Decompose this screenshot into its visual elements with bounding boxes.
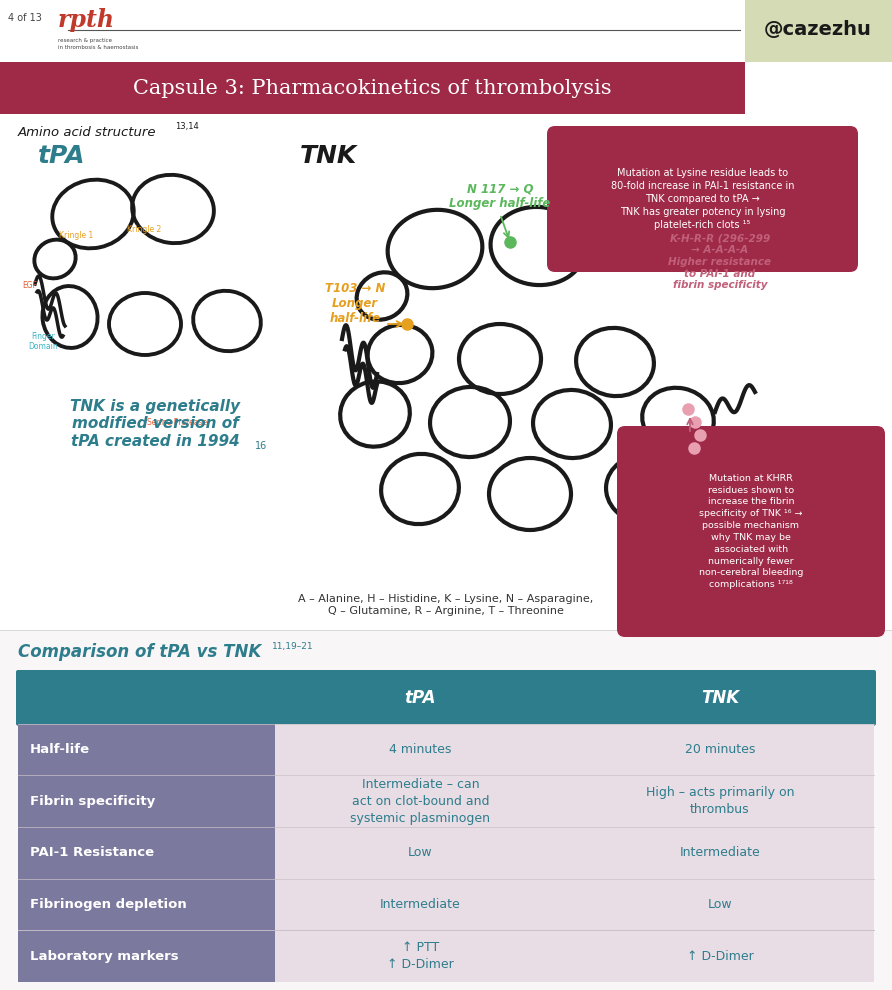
Text: 20 minutes: 20 minutes — [685, 743, 756, 756]
Text: EGF: EGF — [22, 280, 37, 290]
Bar — [566, 724, 874, 775]
Bar — [566, 931, 874, 982]
Bar — [275, 931, 566, 982]
Text: T103 → N
Longer
half-life: T103 → N Longer half-life — [325, 282, 385, 326]
Text: Capsule 3: Pharmacokinetics of thrombolysis: Capsule 3: Pharmacokinetics of thromboly… — [133, 78, 611, 97]
Bar — [0, 114, 892, 630]
Text: N 117 → Q
Longer half-life: N 117 → Q Longer half-life — [450, 182, 550, 210]
Bar — [566, 827, 874, 879]
Text: Fibrinogen depletion: Fibrinogen depletion — [30, 898, 186, 911]
Text: Comparison of tPA vs TNK: Comparison of tPA vs TNK — [18, 643, 261, 661]
Text: Amino acid structure: Amino acid structure — [18, 126, 156, 139]
Bar — [18, 775, 275, 827]
Bar — [18, 931, 275, 982]
Text: Mutation at KHRR
residues shown to
increase the fibrin
specificity of TNK ¹⁶ →
p: Mutation at KHRR residues shown to incre… — [698, 474, 803, 589]
Bar — [745, 0, 892, 62]
Text: 11,19–21: 11,19–21 — [272, 642, 314, 650]
Text: A – Alanine, H – Histidine, K – Lysine, N – Asparagine,
Q – Glutamine, R – Argin: A – Alanine, H – Histidine, K – Lysine, … — [299, 594, 593, 616]
Text: Half-life: Half-life — [30, 743, 90, 756]
Text: Low: Low — [707, 898, 732, 911]
Text: Intermediate – can
act on clot-bound and
systemic plasminogen: Intermediate – can act on clot-bound and… — [351, 778, 491, 825]
Text: Laboratory markers: Laboratory markers — [30, 949, 178, 962]
Text: 4 minutes: 4 minutes — [389, 743, 451, 756]
Text: ↑ PTT
↑ D-Dimer: ↑ PTT ↑ D-Dimer — [387, 941, 454, 971]
Text: Fibrin specificity: Fibrin specificity — [30, 795, 155, 808]
Text: @cazezhu: @cazezhu — [764, 21, 872, 40]
Text: Intermediate: Intermediate — [380, 898, 460, 911]
Bar — [18, 879, 275, 931]
Text: 16: 16 — [255, 441, 268, 451]
Text: Serine Protease: Serine Protease — [146, 418, 207, 428]
Text: Low: Low — [408, 846, 433, 859]
Bar — [0, 630, 892, 990]
Bar — [275, 879, 566, 931]
Text: tPA: tPA — [38, 144, 86, 168]
Text: Kringle 1: Kringle 1 — [59, 231, 93, 241]
Text: TNK is a genetically
modified version of
tPA created in 1994: TNK is a genetically modified version of… — [70, 399, 240, 448]
Text: Intermediate: Intermediate — [680, 846, 760, 859]
Text: Finger
Domain: Finger Domain — [28, 332, 58, 351]
FancyBboxPatch shape — [16, 670, 876, 726]
FancyBboxPatch shape — [547, 126, 858, 272]
Text: tPA: tPA — [405, 689, 436, 707]
Bar — [566, 775, 874, 827]
Text: Kringle 2: Kringle 2 — [128, 225, 161, 235]
Bar — [18, 724, 275, 775]
Bar — [18, 827, 275, 879]
Text: K-H-R-R (296-299
→ A-A-A-A
Higher resistance
to PAI-1 and
fibrin specificity: K-H-R-R (296-299 → A-A-A-A Higher resist… — [668, 234, 772, 290]
Text: ↑ D-Dimer: ↑ D-Dimer — [687, 949, 754, 962]
Text: research & practice
in thrombosis & haemostasis: research & practice in thrombosis & haem… — [58, 39, 138, 50]
Bar — [275, 724, 566, 775]
Bar — [275, 827, 566, 879]
Text: rpth: rpth — [58, 8, 115, 32]
Text: TNK: TNK — [300, 144, 358, 168]
Bar — [0, 62, 745, 114]
Text: PAI-1 Resistance: PAI-1 Resistance — [30, 846, 154, 859]
Bar — [275, 775, 566, 827]
Text: 13,14: 13,14 — [175, 122, 199, 131]
Text: 4 of 13: 4 of 13 — [8, 13, 42, 23]
Text: TNK: TNK — [701, 689, 739, 707]
Bar — [0, 0, 892, 62]
Text: Mutation at Lysine residue leads to
80-fold increase in PAI-1 resistance in
TNK : Mutation at Lysine residue leads to 80-f… — [611, 167, 794, 231]
Bar — [566, 879, 874, 931]
Text: High – acts primarily on
thrombus: High – acts primarily on thrombus — [646, 786, 794, 816]
FancyBboxPatch shape — [617, 426, 885, 637]
